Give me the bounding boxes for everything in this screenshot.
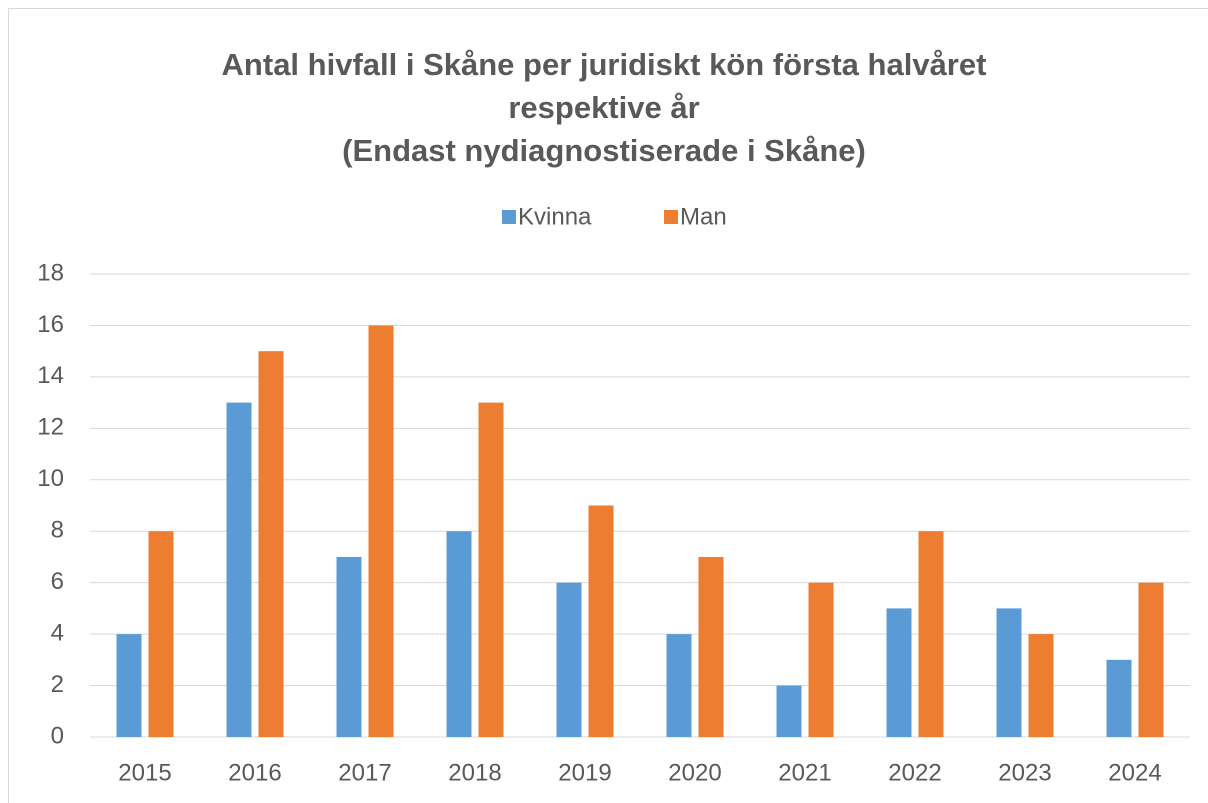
bar bbox=[1138, 582, 1164, 737]
bar bbox=[1028, 634, 1054, 737]
bar bbox=[808, 582, 834, 737]
bar bbox=[1106, 659, 1132, 737]
bar bbox=[116, 634, 142, 737]
y-tick-label: 4 bbox=[51, 619, 64, 646]
y-tick-label: 0 bbox=[51, 722, 64, 749]
bar bbox=[698, 556, 724, 737]
x-tick-label: 2016 bbox=[228, 759, 281, 786]
y-tick-label: 14 bbox=[37, 362, 64, 389]
y-tick-label: 6 bbox=[51, 568, 64, 595]
bar bbox=[336, 556, 362, 737]
chart-title: respektive år bbox=[508, 90, 699, 125]
x-tick-label: 2023 bbox=[998, 759, 1051, 786]
bar bbox=[258, 351, 284, 737]
bar bbox=[918, 531, 944, 737]
y-tick-label: 16 bbox=[37, 311, 64, 338]
legend-swatch bbox=[664, 210, 678, 224]
bar bbox=[666, 634, 692, 737]
bar bbox=[886, 608, 912, 737]
bar bbox=[368, 325, 394, 737]
bar bbox=[226, 402, 252, 737]
x-tick-label: 2017 bbox=[338, 759, 391, 786]
bar bbox=[588, 505, 614, 737]
chart-title: (Endast nydiagnostiserade i Skåne) bbox=[342, 133, 866, 168]
y-tick-label: 8 bbox=[51, 517, 64, 544]
legend-label: Man bbox=[680, 203, 727, 230]
y-tick-label: 18 bbox=[37, 259, 64, 286]
bar bbox=[996, 608, 1022, 737]
x-tick-label: 2018 bbox=[448, 759, 501, 786]
bar bbox=[446, 531, 472, 737]
bar bbox=[148, 531, 174, 737]
x-tick-label: 2024 bbox=[1108, 759, 1161, 786]
chart-title: Antal hivfall i Skåne per juridiskt kön … bbox=[222, 47, 987, 82]
x-tick-label: 2020 bbox=[668, 759, 721, 786]
y-tick-label: 10 bbox=[37, 465, 64, 492]
y-tick-label: 12 bbox=[37, 414, 64, 441]
x-tick-label: 2021 bbox=[778, 759, 831, 786]
bar bbox=[556, 582, 582, 737]
x-tick-label: 2015 bbox=[118, 759, 171, 786]
bar bbox=[776, 685, 802, 737]
legend-swatch bbox=[502, 210, 516, 224]
x-tick-label: 2022 bbox=[888, 759, 941, 786]
y-tick-label: 2 bbox=[51, 671, 64, 698]
bar bbox=[478, 402, 504, 737]
x-tick-label: 2019 bbox=[558, 759, 611, 786]
legend-label: Kvinna bbox=[518, 203, 592, 230]
